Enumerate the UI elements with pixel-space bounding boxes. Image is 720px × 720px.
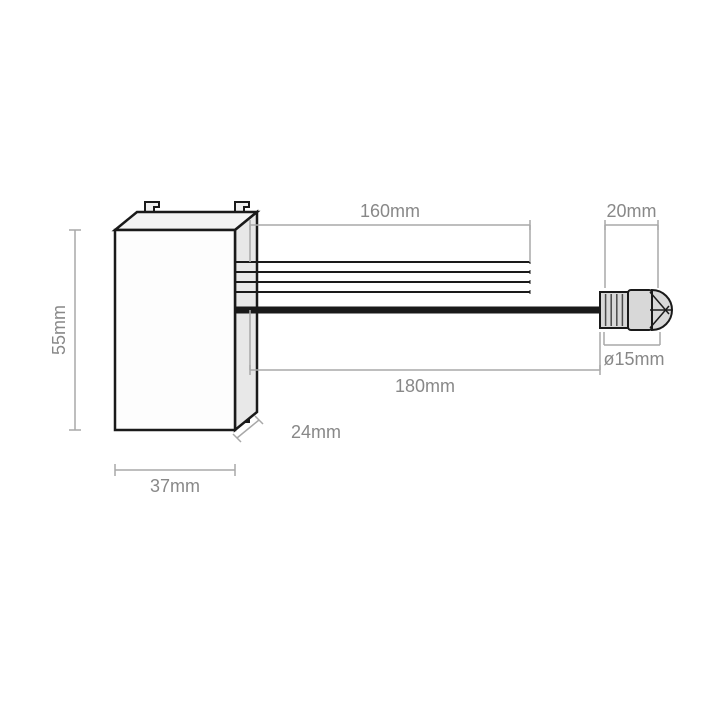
dim-20mm-label: 20mm [606,201,656,221]
box-front-face [115,230,235,430]
knob-body [600,292,628,328]
box-side-face [235,212,257,430]
dim-160mm-label: 160mm [360,201,420,221]
knob-cap [628,290,652,330]
dim-24mm-label: 24mm [291,422,341,442]
dim-180mm-label: 180mm [395,376,455,396]
dim-55mm-label: 55mm [49,305,69,355]
dimension-diagram: 55mm 37mm 24mm 160mm 180mm 20mm ø15mm [0,0,720,720]
dim-15mm-label: ø15mm [603,349,664,369]
box-top-face [115,212,257,230]
dim-37mm-label: 37mm [150,476,200,496]
